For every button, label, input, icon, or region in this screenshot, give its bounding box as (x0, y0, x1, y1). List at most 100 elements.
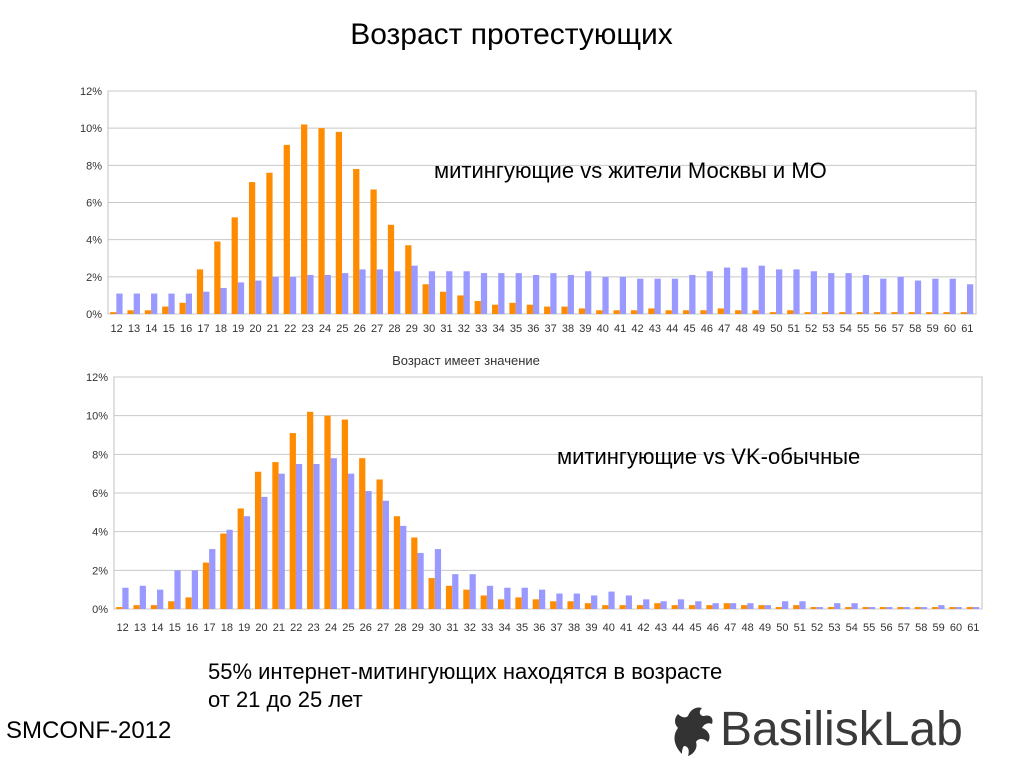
chart1-bar-protesters (926, 312, 933, 314)
chart1-bar-protesters (804, 312, 811, 314)
chart2-x-tick-label: 28 (394, 622, 406, 634)
chart1-bar-comparison (307, 274, 314, 314)
chart2-bar-protesters (567, 601, 574, 609)
chart2-bar-protesters (515, 597, 522, 609)
chart2-bar-comparison (157, 589, 164, 609)
chart1-bar-comparison (741, 267, 748, 314)
chart2-bar-comparison (538, 589, 546, 609)
chart2-bar-comparison (573, 593, 580, 609)
chart1-bar-comparison (810, 271, 817, 314)
chart1-bar-protesters (231, 217, 238, 314)
chart2-bar-protesters (341, 419, 349, 609)
chart2-x-tick-label: 40 (603, 622, 615, 634)
chart1-bar-comparison (914, 280, 922, 314)
chart2-bar-protesters (879, 607, 887, 609)
chart2-bar-protesters (810, 607, 817, 609)
chart1-bar-protesters (735, 310, 742, 314)
chart2-bar-protesters (671, 605, 678, 609)
chart1-bar-protesters (353, 169, 360, 314)
chart1-y-tick-label: 0% (86, 309, 102, 321)
chart2-bar-protesters (376, 479, 383, 609)
chart2-x-tick-label: 12 (117, 622, 129, 634)
chart1-bar-comparison (116, 293, 123, 314)
chart2-bar-comparison (504, 587, 511, 609)
chart1-bar-comparison (619, 276, 627, 314)
chart1-bar-comparison (776, 269, 783, 314)
chart1-x-tick-label: 16 (180, 323, 192, 335)
chart2-bar-comparison (313, 464, 320, 609)
basilisk-dragon-icon (674, 707, 713, 756)
chart1-x-tick-label: 43 (649, 323, 661, 335)
chart1-x-tick-label: 29 (406, 323, 418, 335)
chart1-bar-comparison (446, 271, 453, 314)
chart2-bar-protesters (150, 605, 158, 609)
chart2-bar-comparison (382, 500, 389, 609)
chart1-y-tick-label: 8% (86, 160, 102, 172)
chart2-x-tick-label: 18 (221, 622, 233, 634)
chart1-bar-comparison (758, 265, 765, 314)
chart1-bar-comparison (966, 284, 974, 314)
chart2-x-tick-label: 46 (707, 622, 719, 634)
chart2-x-tick-label: 15 (169, 622, 181, 634)
chart2-x-tick-label: 56 (880, 622, 892, 634)
chart2-bar-protesters (949, 607, 956, 609)
chart2-bar-comparison (608, 591, 615, 609)
chart2-bar-comparison (261, 496, 268, 609)
footer-line-2: от 21 до 25 лет (208, 687, 363, 712)
chart2-bar-protesters (775, 607, 783, 609)
chart1-bar-comparison (637, 278, 644, 314)
chart1-bar-comparison (602, 276, 609, 314)
chart1-bar-comparison (585, 271, 592, 314)
chart2-y-tick-label: 4% (92, 527, 108, 539)
chart2-x-tick-label: 30 (429, 622, 441, 634)
chart1-bar-comparison (428, 271, 436, 314)
chart1-bar-comparison (498, 273, 505, 314)
chart2-annotation: митингующие vs VK-обычные (557, 444, 861, 469)
chart1-x-tick-label: 59 (926, 323, 938, 335)
chart1-x-tick-label: 47 (718, 323, 730, 335)
chart2-y-tick-label: 8% (92, 449, 108, 461)
chart1-bar-comparison (185, 293, 193, 314)
chart1-y-tick-label: 4% (86, 235, 102, 247)
charts-canvas: 0% 2% 4% 6% 8% 10% 12% 12 13 14 15 16 17 18 19 20 21 22 23… (80, 86, 983, 634)
chart2-bar-comparison (452, 574, 459, 609)
chart2-x-tick-label: 38 (568, 622, 580, 634)
chart2-x-tick-label: 54 (846, 622, 858, 634)
chart2-bar-protesters (723, 603, 730, 609)
chart1-x-tick-label: 56 (874, 323, 886, 335)
chart2-bar-protesters (359, 458, 366, 609)
chart1-bar-protesters (908, 312, 915, 314)
chart1-bar-comparison (411, 265, 418, 314)
chart1-bar-protesters (787, 310, 794, 314)
chart2-bar-comparison (348, 473, 355, 609)
chart2-bar-protesters (706, 605, 713, 609)
chart1-bar-protesters (665, 310, 672, 314)
chart2-y-tick-label: 12% (86, 372, 108, 384)
chart2-x-tick-label: 59 (932, 622, 944, 634)
chart2-x-tick-label: 55 (863, 622, 875, 634)
chart1-bar-comparison (237, 282, 245, 314)
chart1-bar-protesters (318, 128, 325, 314)
chart1-bar-protesters (457, 295, 464, 314)
chart1-bar-comparison (845, 273, 852, 314)
chart1-bar-protesters (266, 172, 273, 314)
chart2-bar-protesters (688, 605, 696, 609)
chart1-bar-protesters (821, 312, 829, 314)
chart1-x-tick-label: 33 (475, 323, 487, 335)
chart1-bar-comparison (515, 273, 522, 314)
chart1-bar-protesters (144, 310, 152, 314)
chart2-bar-protesters (445, 585, 453, 609)
chart2-bar-comparison (677, 599, 685, 609)
chart1-bar-protesters (405, 245, 412, 314)
chart2-bar-protesters (793, 605, 800, 609)
chart1-x-tick-label: 35 (510, 323, 522, 335)
chart2-bar-protesters (602, 605, 609, 609)
conference-label: SMCONF-2012 (6, 717, 172, 744)
chart1-annotation: митингующие vs жители Москвы и МО (434, 158, 827, 183)
chart2-bar-comparison (868, 607, 876, 609)
chart1-bar-protesters (839, 312, 846, 314)
chart1-bar-protesters (283, 144, 290, 314)
chart1-bar-comparison (342, 273, 349, 314)
chart1-x-tick-label: 48 (736, 323, 748, 335)
chart1-x-tick-label: 55 (857, 323, 869, 335)
